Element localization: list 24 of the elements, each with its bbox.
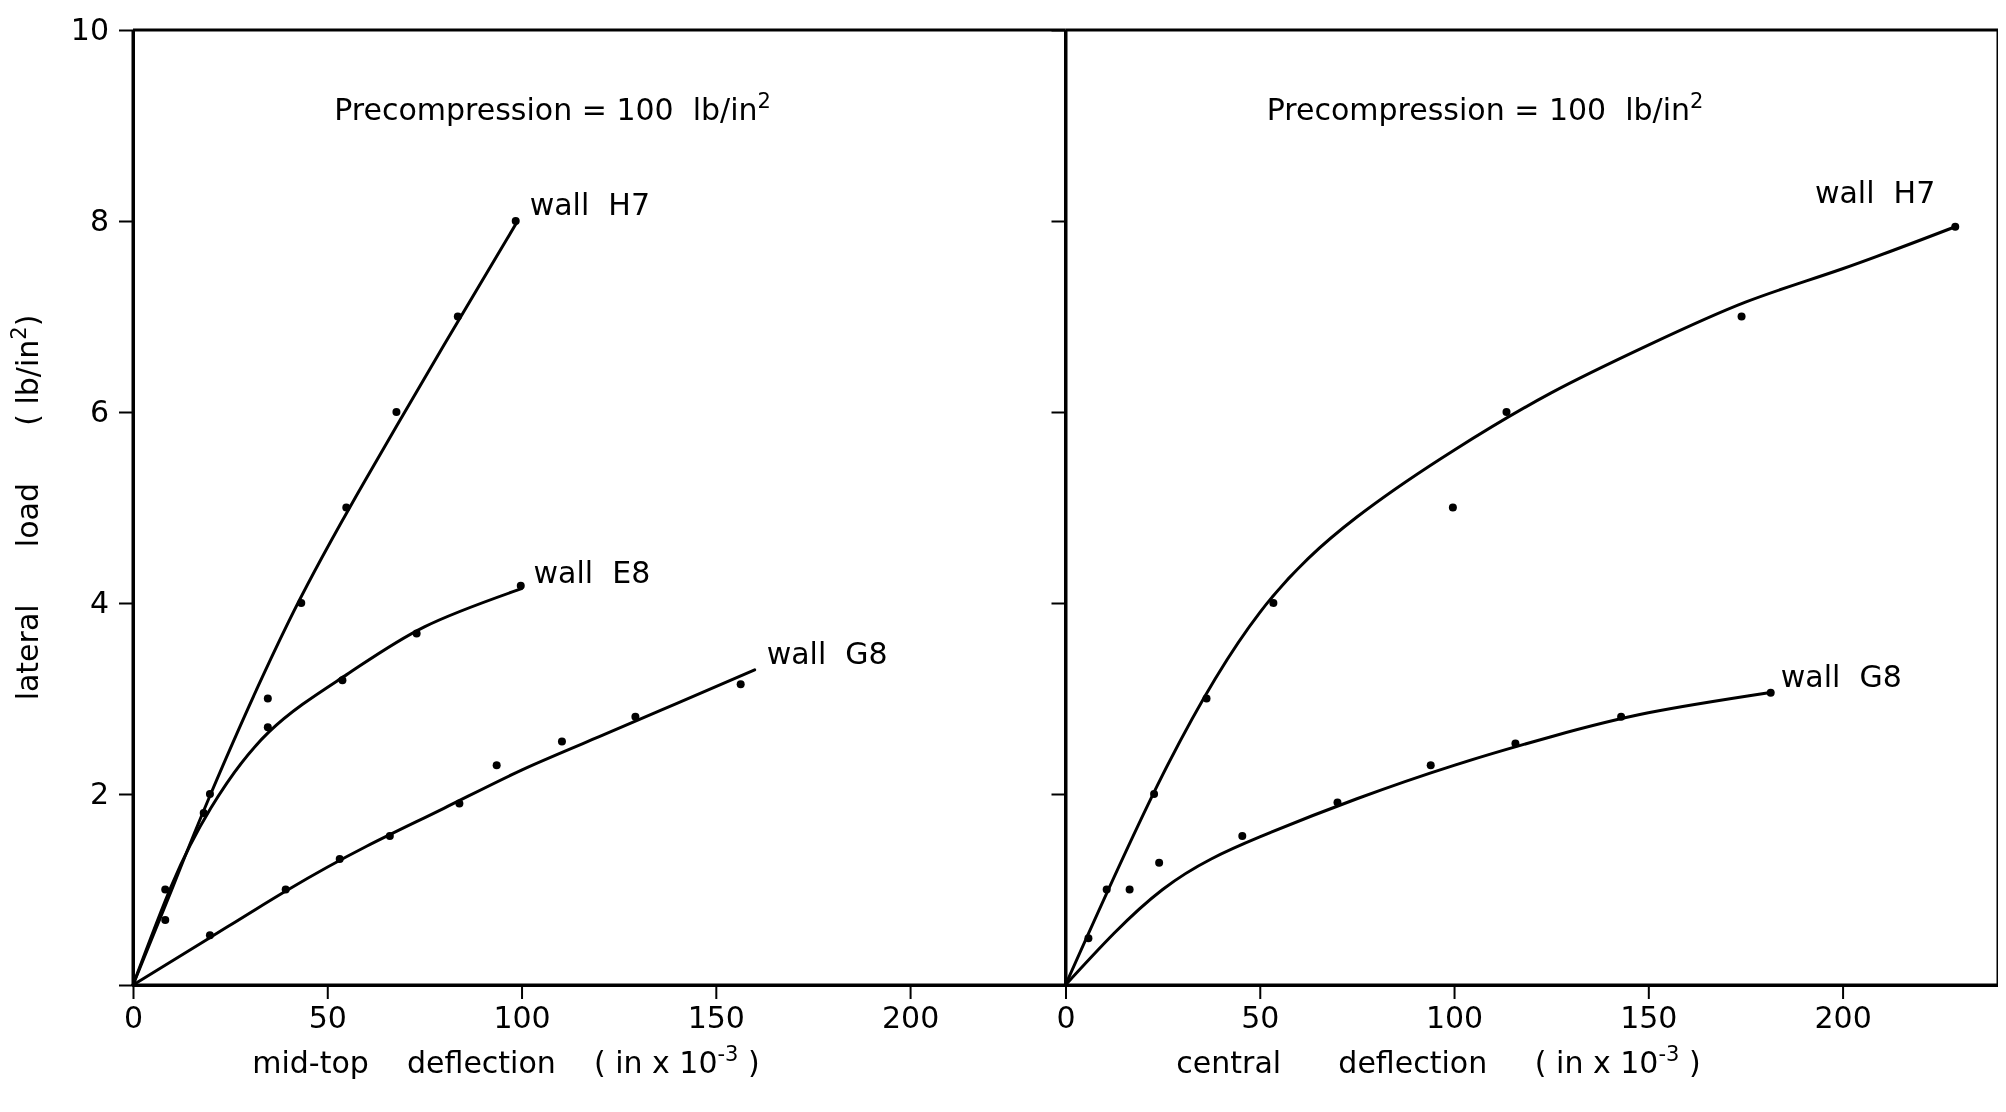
- x-tick-label: 0: [123, 1000, 144, 1036]
- series-label: wall E8: [533, 554, 651, 590]
- y-tick-label: 2: [89, 776, 109, 812]
- x-tick-label: 50: [308, 1000, 347, 1036]
- x-tick-label: 200: [1814, 1000, 1872, 1036]
- x-tick-label: 100: [493, 1000, 551, 1036]
- x-axis-title: mid-top deflection ( in x 10$^{-3}$ ): [252, 1042, 760, 1080]
- y-tick-label: 6: [89, 394, 109, 430]
- series-label: wall H7: [1814, 174, 1936, 210]
- x-tick-label: 150: [687, 1000, 745, 1036]
- x-tick-label: 50: [1241, 1000, 1280, 1036]
- annotation: Precompression = 100 lb/in$^{2}$: [1266, 89, 1704, 127]
- series-label: wall H7: [529, 187, 650, 222]
- annotation: Precompression = 100 lb/in$^{2}$: [334, 89, 771, 127]
- x-tick-label: 200: [881, 1000, 940, 1036]
- x-tick-label: 0: [1056, 1000, 1076, 1036]
- y-tick-label: 8: [89, 203, 109, 239]
- series-label: wall G8: [1780, 658, 1902, 694]
- x-tick-label: 150: [1620, 1000, 1678, 1036]
- y-tick-label: 10: [70, 12, 109, 48]
- y-tick-label: 4: [89, 585, 109, 621]
- series-label: wall G8: [766, 635, 888, 671]
- x-axis-title: central deflection ( in x 10$^{-3}$ ): [1176, 1042, 1701, 1080]
- x-tick-label: 100: [1425, 1000, 1484, 1036]
